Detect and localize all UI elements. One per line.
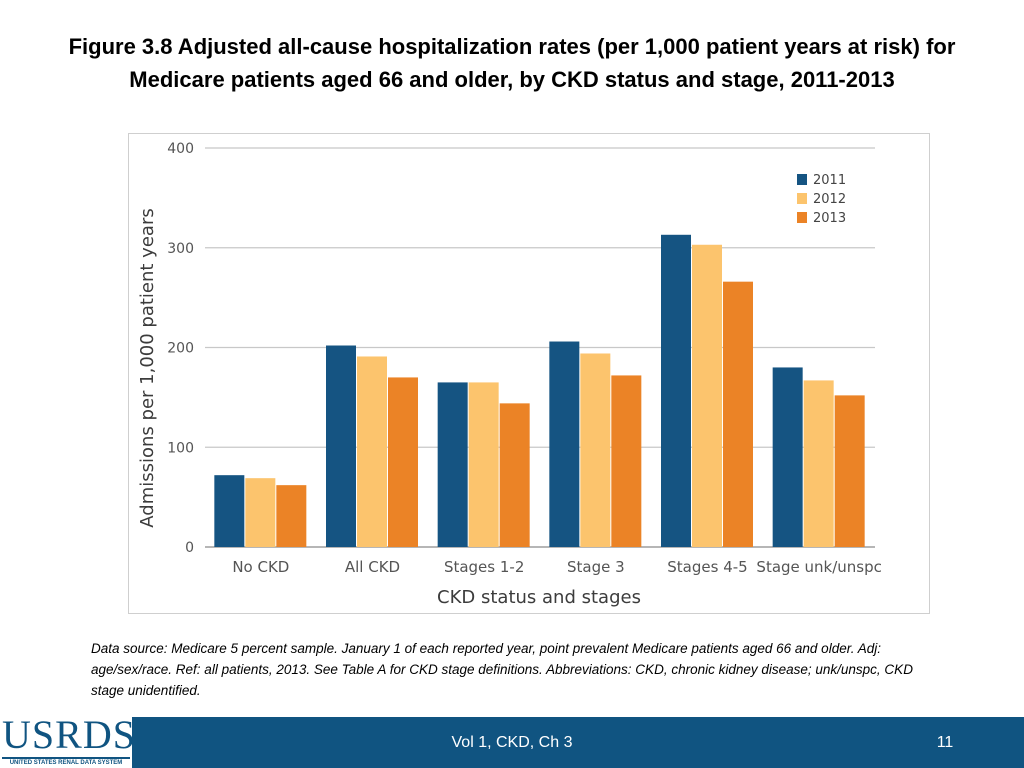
x-tick-label: Stages 1-2 [444, 558, 524, 576]
x-tick-label: Stage unk/unspc [756, 558, 881, 576]
x-axis-label: CKD status and stages [437, 587, 641, 608]
bar-2013 [611, 375, 642, 547]
x-tick-label: All CKD [345, 558, 400, 576]
bar-2011 [326, 345, 356, 547]
legend-label: 2011 [813, 173, 846, 188]
y-tick-labels: 0 100 200 300 400 [167, 141, 194, 556]
legend-label: 2013 [813, 211, 846, 226]
logo-wordmark: USRDS [2, 712, 136, 757]
bar-2013 [499, 403, 530, 547]
legend-label: 2012 [813, 192, 846, 207]
legend-swatch-2011 [797, 174, 807, 185]
bar-2013 [388, 377, 418, 547]
x-tick-label: Stages 4-5 [667, 558, 747, 576]
chart-frame: 0 100 200 300 400 No CKD All CKD Stages 1-2 Sta… [128, 133, 930, 614]
legend-swatch-2012 [797, 193, 807, 204]
bar-2013 [834, 395, 865, 547]
bar-chart: 0 100 200 300 400 No CKD All CKD Stages 1-2 Sta… [137, 141, 882, 608]
y-tick-label: 100 [167, 440, 194, 456]
bar-2011 [772, 367, 803, 547]
legend: 2011 2012 2013 [797, 173, 846, 226]
bar-2012 [580, 353, 611, 547]
y-tick-label: 0 [185, 540, 194, 556]
bar-2012 [468, 382, 499, 547]
bar-2012 [245, 478, 276, 547]
logo-subtext: UNITED STATES RENAL DATA SYSTEM [9, 760, 123, 766]
bar-2011 [437, 382, 468, 547]
page-number: 11 [936, 734, 954, 751]
gridlines [205, 147, 875, 548]
footer-volume-label: Vol 1, CKD, Ch 3 [451, 734, 573, 751]
x-tick-label: No CKD [232, 558, 289, 576]
logo-rule [2, 757, 130, 759]
y-axis-label: Admissions per 1,000 patient years [137, 208, 158, 527]
y-tick-label: 200 [167, 341, 194, 357]
bar-2011 [661, 234, 691, 547]
slide-title-line-1: Figure 3.8 Adjusted all-cause hospitaliz… [68, 34, 956, 59]
usrds-logo: USRDS UNITED STATES RENAL DATA SYSTEM [0, 712, 136, 768]
bar-2013 [276, 485, 307, 547]
bar-2012 [803, 380, 834, 547]
y-tick-label: 300 [167, 241, 194, 257]
x-tick-label: Stage 3 [567, 558, 625, 576]
x-tick-labels: No CKD All CKD Stages 1-2 Stage 3 Stages 4-5… [232, 558, 882, 576]
data-source-footnote: Data source: Medicare 5 percent sample. … [91, 641, 913, 698]
bar-2012 [357, 356, 387, 547]
bar-2011 [549, 341, 580, 547]
bar-2012 [692, 244, 722, 547]
legend-swatch-2013 [797, 212, 807, 223]
footer-bar [0, 717, 1024, 768]
bar-2011 [214, 475, 245, 547]
slide-title-line-2: Medicare patients aged 66 and older, by … [129, 67, 895, 92]
slide-title: Figure 3.8 Adjusted all-cause hospitaliz… [20, 30, 1004, 96]
y-tick-label: 400 [167, 141, 194, 157]
bars [214, 234, 865, 547]
bar-2013 [723, 281, 753, 547]
